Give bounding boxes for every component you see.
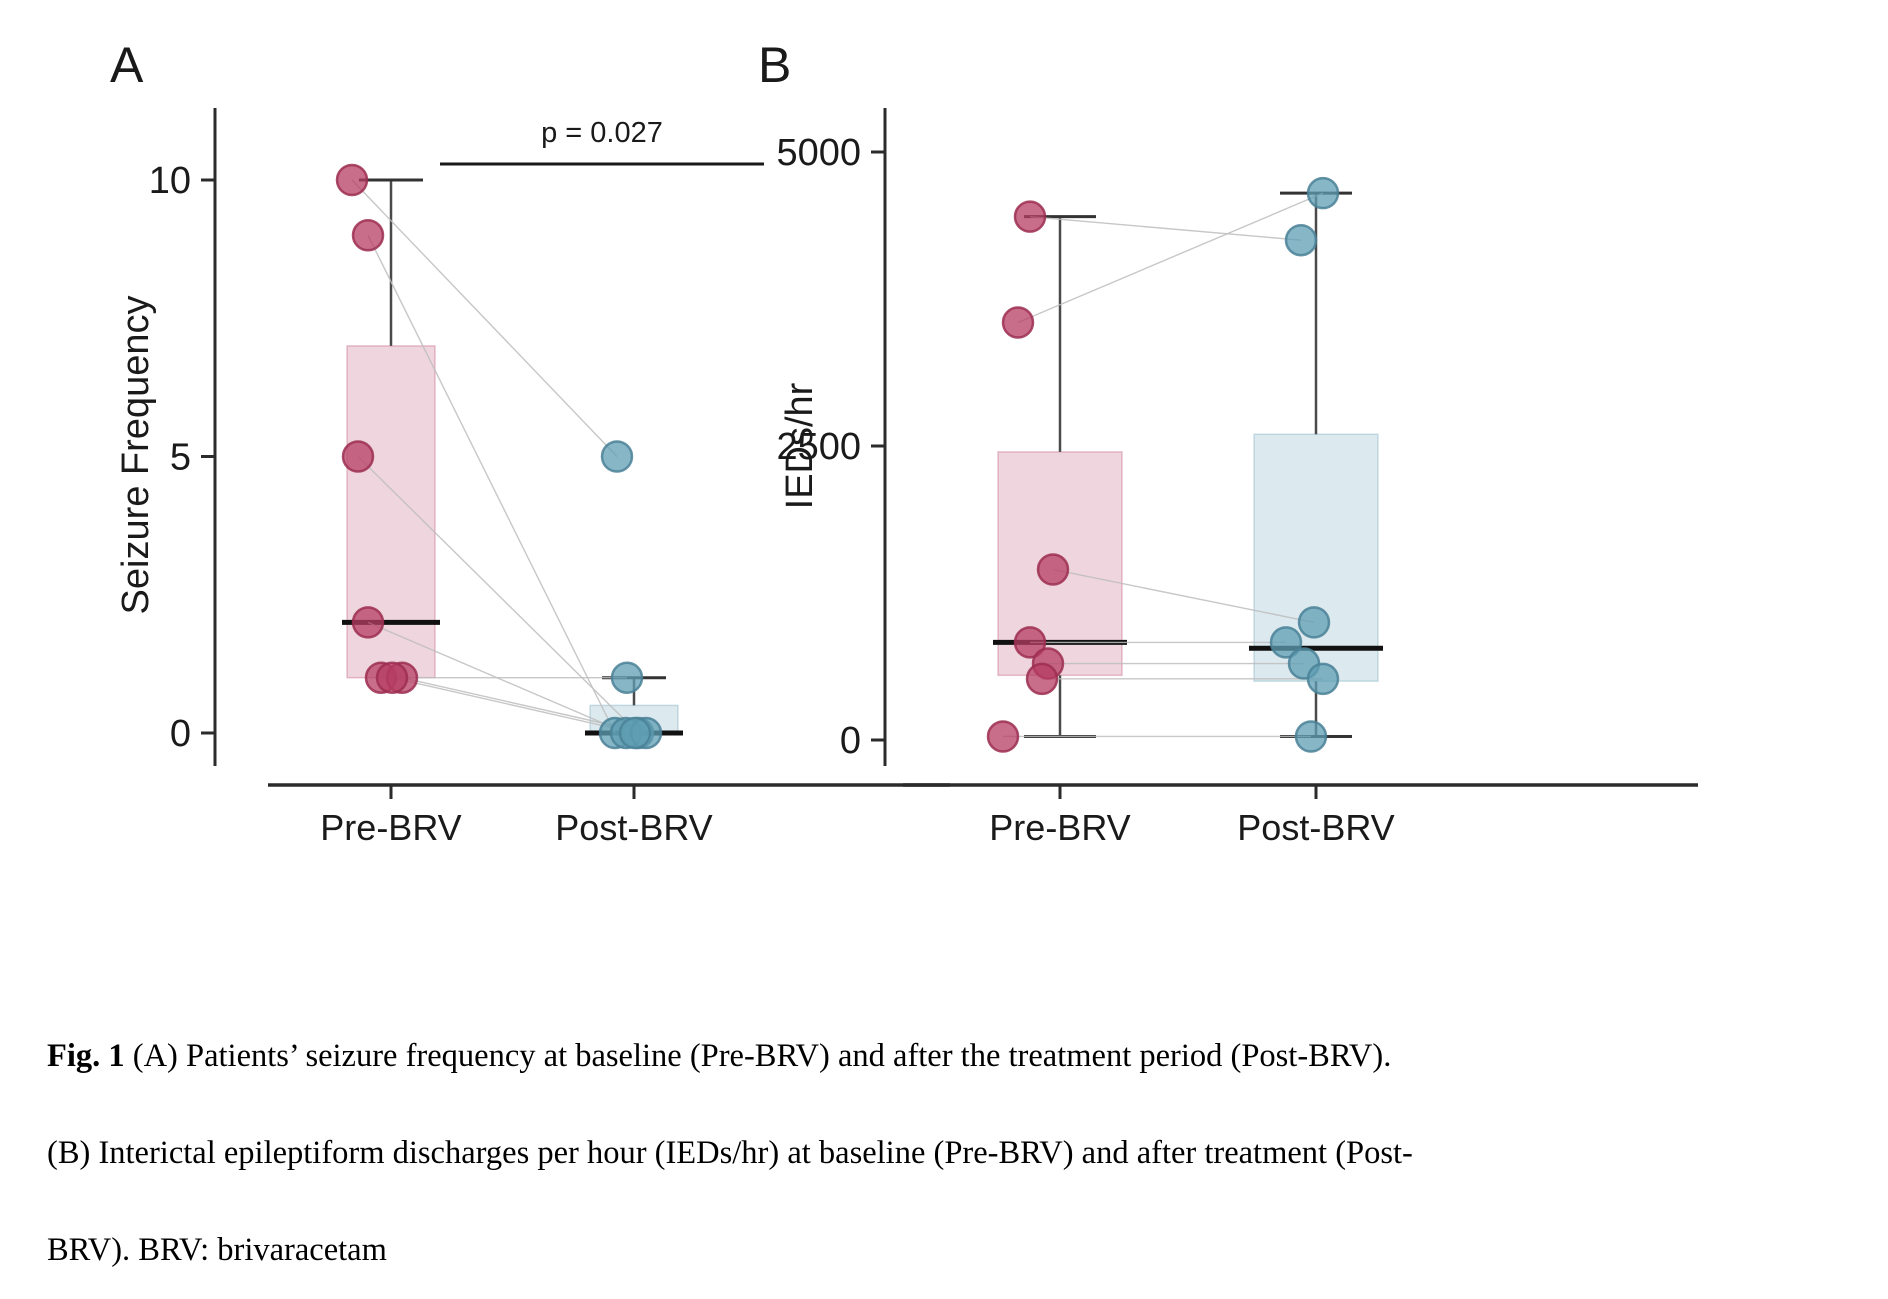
panel-letter: B [758, 37, 791, 93]
y-axis-label: IEDs/hr [779, 382, 821, 509]
figure-caption: Fig. 1 (A) Patients’ seizure frequency a… [47, 1008, 1857, 1299]
panel-a: A 0 5 10 Seizure Frequency Pre-BRV Post-BRV p =… [110, 37, 950, 848]
caption-line-1: Fig. 1 (A) Patients’ seizure frequency a… [47, 1008, 1857, 1105]
figure-panels: A 0 5 10 Seizure Frequency Pre-BRV Post-BRV p =… [110, 37, 1698, 848]
data-point [1306, 662, 1340, 696]
data-point [351, 606, 385, 639]
data-point [1013, 626, 1047, 659]
data-point [1036, 553, 1070, 586]
x-category-label: Pre-BRV [320, 807, 461, 848]
p-value-label: p = 0.027 [541, 117, 663, 149]
data-point [351, 219, 385, 252]
data-point [335, 163, 369, 197]
caption-line-2: (B) Interictal epileptiform discharges p… [47, 1135, 1413, 1171]
y-tick-label: 0 [840, 720, 861, 762]
y-tick-label: 10 [149, 160, 191, 202]
data-point [610, 661, 644, 694]
data-point [341, 440, 375, 473]
data-point [618, 716, 652, 750]
x-category-label: Post-BRV [1237, 807, 1394, 848]
panel-letter: A [110, 37, 144, 93]
caption-fig-label: Fig. 1 [47, 1038, 125, 1074]
boxplot-pre-brv [342, 178, 440, 679]
data-point [1001, 306, 1035, 339]
data-point [1297, 606, 1331, 639]
data-point [986, 720, 1020, 753]
pair-line [367, 234, 616, 734]
pair-line [1029, 215, 1302, 241]
pair-line [357, 456, 639, 734]
x-category-label: Pre-BRV [989, 807, 1130, 848]
pair-line [1017, 192, 1324, 324]
panel-b: B 0 2500 5000 IEDs/hr Pre-BRV Post-BRV [758, 37, 1698, 848]
data-point [1013, 200, 1047, 233]
caption-line-3: BRV). BRV: brivaracetam [47, 1232, 387, 1268]
y-tick-label: 2500 [776, 426, 861, 468]
pair-line [351, 179, 618, 457]
data-point [1025, 662, 1059, 696]
data-point [1284, 223, 1318, 257]
data-point [1294, 720, 1328, 753]
y-tick-label: 5 [170, 437, 191, 479]
pair-line [391, 677, 636, 734]
data-point [1269, 626, 1303, 659]
y-tick-label: 0 [170, 713, 191, 755]
data-point [1306, 176, 1340, 210]
x-category-label: Post-BRV [555, 807, 712, 848]
y-axis-label: Seizure Frequency [115, 296, 157, 615]
pair-line [1052, 568, 1315, 624]
y-tick-label: 5000 [776, 132, 861, 174]
data-point [375, 661, 409, 694]
data-point [600, 440, 634, 473]
caption-line-1-text: (A) Patients’ seizure frequency at basel… [124, 1038, 1392, 1074]
